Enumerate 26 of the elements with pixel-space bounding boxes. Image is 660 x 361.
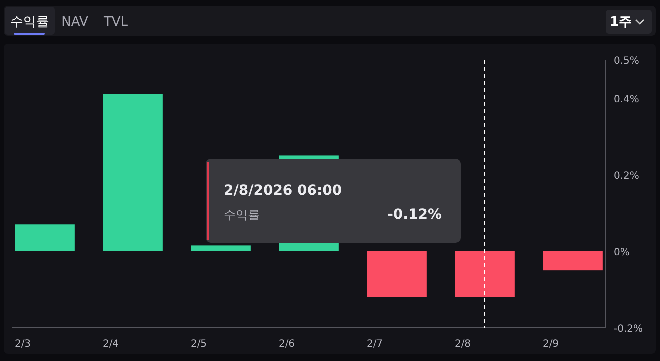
x-tick-label: 2/8 [454,339,472,350]
annotation: 2/8/2026 06:00 [224,183,342,199]
bar [543,251,603,271]
x-tick-label: 2/9 [542,339,560,350]
x-tick-label: 2/6 [278,339,296,350]
x-tick-label: 2/5 [190,339,208,350]
picture-tooltip: 2/8/2026 06:00 수익률 -0.12% [206,159,461,243]
annotation: -0.12% [388,207,442,223]
y-tick-label: 0% [614,247,630,258]
bar [103,94,163,252]
x-tick-label: 2/4 [102,339,120,350]
bar [15,224,75,252]
text: 수익률 [10,15,50,30]
bar [191,246,251,252]
text: 1주 [610,15,632,30]
bar [367,251,427,298]
y-tick-label: 0.5% [614,56,640,67]
y-tick-label: 0.4% [614,94,640,106]
x-tick-label: 2/7 [366,339,384,350]
text: NAV [62,15,88,30]
text: TVL [102,15,129,30]
bar [455,251,515,298]
x-tick-label: 2/3 [14,339,32,350]
y-tick-label: -0.2% [614,324,644,335]
annotation: 수익률 [224,208,260,222]
y-tick-label: 0.2% [614,170,640,182]
